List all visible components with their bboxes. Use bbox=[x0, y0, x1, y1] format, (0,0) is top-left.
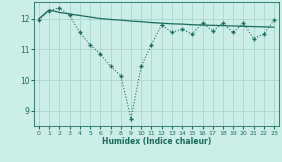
X-axis label: Humidex (Indice chaleur): Humidex (Indice chaleur) bbox=[102, 137, 211, 146]
